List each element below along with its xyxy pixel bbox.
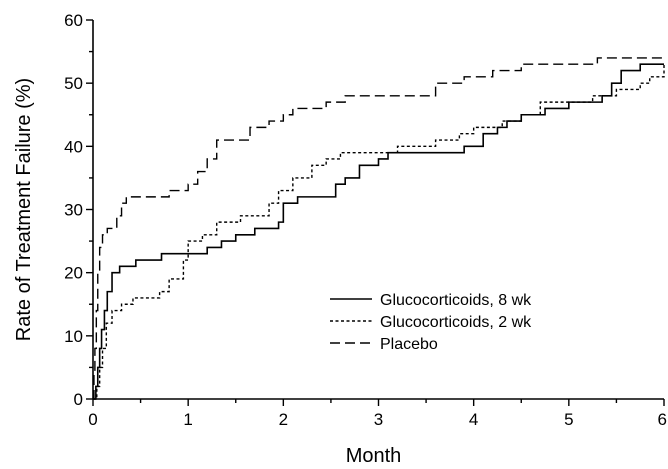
x-tick-label: 4 bbox=[469, 410, 478, 429]
series-glucocorticoids-2-wk bbox=[93, 64, 665, 400]
y-tick-label: 30 bbox=[64, 201, 83, 220]
x-tick-label: 2 bbox=[279, 410, 288, 429]
series-group bbox=[93, 57, 665, 400]
ticks: 0 10 20 30 40 50 60 0 1 2 3 4 5 6 bbox=[64, 11, 667, 429]
x-tick-label: 5 bbox=[564, 410, 573, 429]
axes bbox=[92, 20, 664, 400]
x-tick-label: 3 bbox=[374, 410, 383, 429]
y-tick-label: 60 bbox=[64, 11, 83, 30]
series-placebo bbox=[93, 57, 664, 400]
y-tick-label: 10 bbox=[64, 327, 83, 346]
legend-label: Glucocorticoids, 2 wk bbox=[380, 314, 532, 331]
series-glucocorticoids-8-wk bbox=[93, 63, 664, 400]
x-tick-label: 6 bbox=[658, 410, 667, 429]
legend-label: Placebo bbox=[380, 336, 438, 353]
x-tick-label: 0 bbox=[88, 410, 97, 429]
x-axis-title: Month bbox=[346, 445, 402, 467]
y-tick-label: 40 bbox=[64, 137, 83, 156]
x-tick-label: 1 bbox=[183, 410, 192, 429]
legend: Glucocorticoids, 8 wk Glucocorticoids, 2 … bbox=[330, 292, 532, 353]
y-tick-label: 0 bbox=[74, 390, 83, 409]
y-tick-label: 20 bbox=[64, 264, 83, 283]
y-tick-label: 50 bbox=[64, 74, 83, 93]
y-axis-title: Rate of Treatment Failure (%) bbox=[13, 78, 35, 341]
legend-label: Glucocorticoids, 8 wk bbox=[380, 292, 532, 309]
